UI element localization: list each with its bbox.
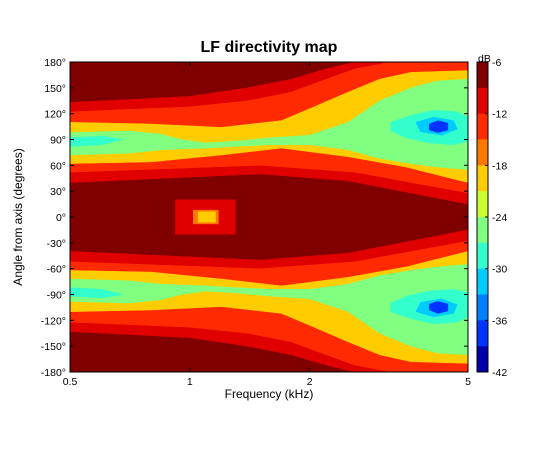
contour-region	[70, 287, 124, 299]
contour-region	[70, 135, 124, 147]
plot-area	[69, 61, 469, 373]
y-axis-label: Angle from axis (degrees)	[11, 148, 25, 285]
colorbar-band	[477, 268, 488, 295]
x-tick-label: 0.5	[63, 376, 78, 388]
colorbar: -6 -12 -18 -24 -30 -36 -42 dB	[476, 53, 507, 379]
colorbar-tick-label: -30	[492, 264, 507, 276]
colorbar-band	[477, 165, 488, 192]
y-axis-ticks: 180° 150° 120° 90° 60° 30° 0° -30° -60° -90° -120°…	[41, 57, 468, 379]
colorbar-bands	[477, 62, 488, 373]
y-tick-label: 120°	[44, 109, 66, 121]
y-tick-label: 150°	[44, 83, 66, 95]
chart-title: LF directivity map	[201, 39, 338, 56]
contour-regions	[70, 62, 468, 372]
x-axis-ticks: 0.5 1 2 5	[63, 62, 471, 388]
colorbar-band	[477, 139, 488, 166]
contour-region	[197, 211, 216, 223]
y-tick-label: 180°	[44, 57, 66, 69]
colorbar-band	[477, 294, 488, 321]
colorbar-band	[477, 62, 488, 89]
y-tick-label: -30°	[47, 238, 66, 250]
x-tick-label: 1	[187, 376, 193, 388]
colorbar-band	[477, 242, 488, 270]
contour-region	[70, 264, 468, 356]
y-tick-label: -150°	[41, 341, 66, 353]
x-axis-label: Frequency (kHz)	[225, 387, 314, 401]
colorbar-band	[477, 346, 488, 373]
colorbar-band	[477, 87, 488, 115]
colorbar-band	[477, 113, 488, 140]
colorbar-band	[477, 191, 488, 218]
colorbar-band	[477, 217, 488, 244]
y-tick-label: 30°	[50, 186, 66, 198]
contour-region	[429, 120, 449, 133]
y-tick-label: 90°	[50, 135, 66, 147]
colorbar-ticks: -6 -12 -18 -24 -30 -36 -42	[485, 57, 507, 379]
colorbar-band	[477, 320, 488, 347]
x-tick-label: 2	[307, 376, 313, 388]
colorbar-tick-label: -42	[492, 367, 507, 379]
y-tick-label: 0°	[56, 212, 66, 224]
y-tick-label: 60°	[50, 160, 66, 172]
y-tick-label: -90°	[47, 290, 66, 302]
colorbar-tick-label: -12	[492, 109, 507, 121]
contour-region	[70, 78, 468, 170]
colorbar-tick-label: -24	[492, 212, 507, 224]
y-tick-label: -180°	[41, 367, 66, 379]
colorbar-tick-label: -18	[492, 160, 507, 172]
contour-region	[429, 301, 449, 314]
y-tick-label: -60°	[47, 264, 66, 276]
colorbar-unit-label: dB	[478, 53, 491, 65]
x-tick-label: 5	[465, 376, 471, 388]
colorbar-tick-label: -6	[492, 57, 501, 69]
y-tick-label: -120°	[41, 315, 66, 327]
colorbar-tick-label: -36	[492, 315, 507, 327]
